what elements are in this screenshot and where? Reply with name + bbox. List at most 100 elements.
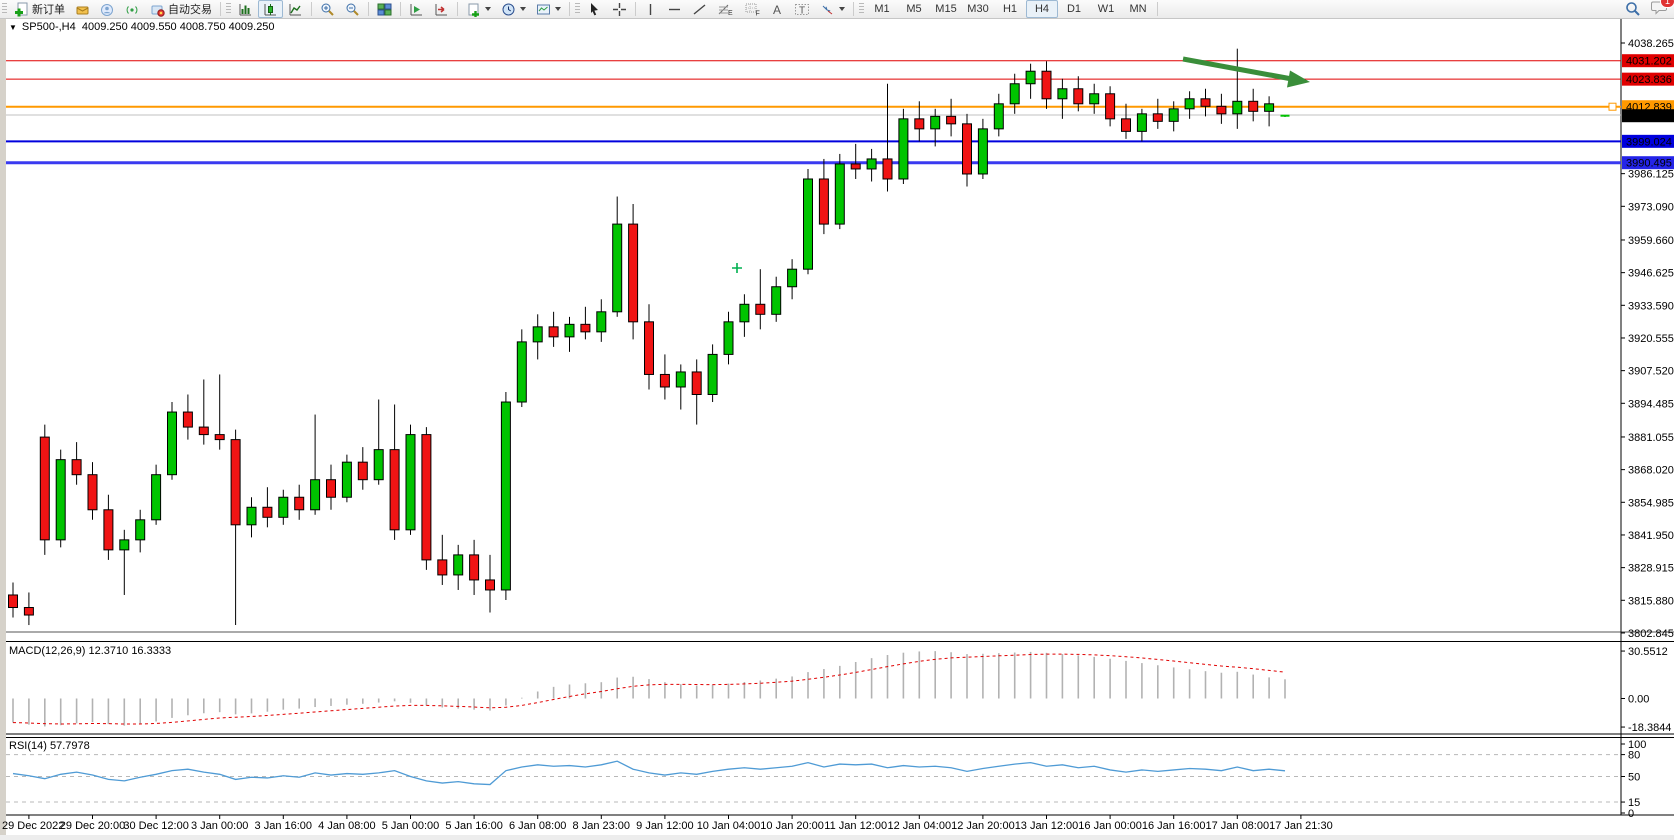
- new-order-button[interactable]: 新订单: [9, 0, 70, 18]
- svg-text:3868.020: 3868.020: [1628, 465, 1674, 477]
- community-button[interactable]: [95, 0, 120, 18]
- svg-text:17 Jan 08:00: 17 Jan 08:00: [1205, 820, 1269, 832]
- toolbar-grip[interactable]: [859, 3, 864, 15]
- template-dropdown[interactable]: [531, 0, 566, 18]
- price-badges: 4031.2024023.8364012.8393999.0243990.495…: [1622, 54, 1674, 170]
- svg-text:F: F: [756, 10, 760, 17]
- rsi-pane: [6, 754, 1621, 803]
- label-icon: T: [795, 3, 809, 16]
- new-chart-icon: [468, 3, 479, 17]
- toolbar-separator: [853, 2, 854, 16]
- svg-text:50: 50: [1628, 772, 1640, 784]
- macd-pane: [12, 651, 1286, 727]
- autotrading-button[interactable]: 自动交易: [145, 0, 217, 18]
- fibonacci-button[interactable]: E: [712, 0, 739, 18]
- shapes-icon: [822, 5, 833, 14]
- candlestick-icon: [264, 3, 276, 15]
- new-order-label: 新订单: [32, 4, 65, 16]
- svg-text:16 Jan 00:00: 16 Jan 00:00: [1078, 820, 1142, 832]
- alerts-button[interactable]: [70, 0, 95, 18]
- candlestick-chart-button[interactable]: [258, 0, 283, 18]
- timeframe-D1[interactable]: D1: [1066, 3, 1082, 15]
- zoom-out-icon: [346, 3, 359, 16]
- horizontal-line-button[interactable]: [662, 0, 687, 18]
- toolbar-separator: [220, 2, 221, 16]
- dropdown-caret-icon: [485, 7, 491, 11]
- shapes-dropdown[interactable]: [815, 0, 850, 18]
- svg-text:3828.915: 3828.915: [1628, 563, 1674, 575]
- toolbar: 新订单 自动交易: [0, 0, 1674, 19]
- new-order-icon: [15, 2, 28, 16]
- signals-button[interactable]: [120, 0, 145, 18]
- period-dropdown[interactable]: [496, 0, 531, 18]
- cursor-button[interactable]: [582, 0, 607, 18]
- tile-windows-button[interactable]: [372, 0, 397, 18]
- crosshair-button[interactable]: [607, 0, 632, 18]
- svg-text:3959.660: 3959.660: [1628, 235, 1674, 247]
- timeframe-M15[interactable]: M15: [935, 3, 957, 15]
- macd-indicator-label: MACD(12,26,9) 12.3710 16.3333: [9, 645, 171, 657]
- timeframe-H1[interactable]: H1: [1002, 3, 1018, 15]
- svg-text:11 Jan 12:00: 11 Jan 12:00: [824, 820, 887, 832]
- chart-menu-icon[interactable]: ▼: [9, 23, 17, 32]
- timeframe-M1[interactable]: M1: [874, 3, 890, 15]
- fibonacci-icon: E: [718, 4, 733, 17]
- toolbar-separator: [311, 2, 312, 16]
- svg-text:8 Jan 23:00: 8 Jan 23:00: [573, 820, 631, 832]
- chat-button[interactable]: 1: [1651, 0, 1674, 18]
- line-chart-icon: [289, 3, 301, 15]
- zoom-out-button[interactable]: [340, 0, 365, 18]
- timeframe-M5[interactable]: M5: [906, 3, 922, 15]
- chart-symbol-period: SP500-,H4: [21, 21, 76, 33]
- trendline-button[interactable]: [687, 0, 712, 18]
- trend-arrow[interactable]: [1182, 56, 1293, 82]
- toolbar-grip[interactable]: [226, 3, 231, 15]
- price-axis[interactable]: 4038.265 3986.125 3973.090 3959.660 3946.625…: [1621, 38, 1674, 640]
- search-icon[interactable]: [1625, 1, 1641, 17]
- cursor-icon: [591, 2, 598, 15]
- timeframe-W1[interactable]: W1: [1097, 3, 1115, 15]
- toolbar-grip[interactable]: [575, 3, 580, 15]
- bar-chart-button[interactable]: [233, 0, 258, 18]
- timeframe-MN[interactable]: MN: [1129, 3, 1147, 15]
- svg-text:E: E: [728, 10, 733, 17]
- chart-shift-button[interactable]: [404, 0, 429, 18]
- horizontal-line-icon: [669, 8, 680, 10]
- new-chart-dropdown[interactable]: [461, 0, 496, 18]
- rsi-indicator-label: RSI(14) 57.7978: [9, 740, 90, 752]
- text-label-button[interactable]: T: [789, 0, 815, 18]
- window-edge: [0, 18, 6, 840]
- horizontal-lines-layer[interactable]: [6, 60, 1621, 165]
- cross-marker[interactable]: [732, 263, 742, 273]
- chart-shift-icon: [410, 3, 422, 15]
- auto-scroll-button[interactable]: [429, 0, 454, 18]
- macd-main-value: 12.3710: [88, 645, 129, 657]
- svg-text:17 Jan 21:30: 17 Jan 21:30: [1269, 820, 1333, 832]
- alert-icon: [76, 6, 89, 14]
- timeframe-M30[interactable]: M30: [967, 3, 989, 15]
- macd-signal-value: 16.3333: [131, 645, 172, 657]
- toolbar-grip[interactable]: [2, 3, 7, 15]
- autotrading-label: 自动交易: [168, 4, 212, 16]
- text-icon: A: [773, 3, 781, 17]
- chat-unread-badge: 1: [1660, 0, 1674, 8]
- timeframe-group: M1 M5 M15 M30 H1 H4 D1 W1 MN: [866, 0, 1154, 18]
- zoom-in-button[interactable]: [315, 0, 340, 18]
- timeframe-H4[interactable]: H4: [1026, 0, 1058, 18]
- period-icon: [502, 3, 515, 15]
- grid-button[interactable]: F: [739, 0, 766, 18]
- svg-text:4 Jan 08:00: 4 Jan 08:00: [318, 820, 376, 832]
- text-button[interactable]: A: [766, 0, 789, 18]
- vertical-line-button[interactable]: [639, 0, 662, 18]
- svg-text:3802.845: 3802.845: [1628, 628, 1674, 640]
- crosshair-icon: [613, 2, 626, 16]
- line-chart-button[interactable]: [283, 0, 308, 18]
- hline-handle[interactable]: [1608, 102, 1617, 111]
- grid-icon: F: [745, 3, 760, 17]
- signals-icon: [126, 5, 138, 14]
- vertical-line-icon: [649, 3, 652, 15]
- template-icon: [537, 4, 550, 14]
